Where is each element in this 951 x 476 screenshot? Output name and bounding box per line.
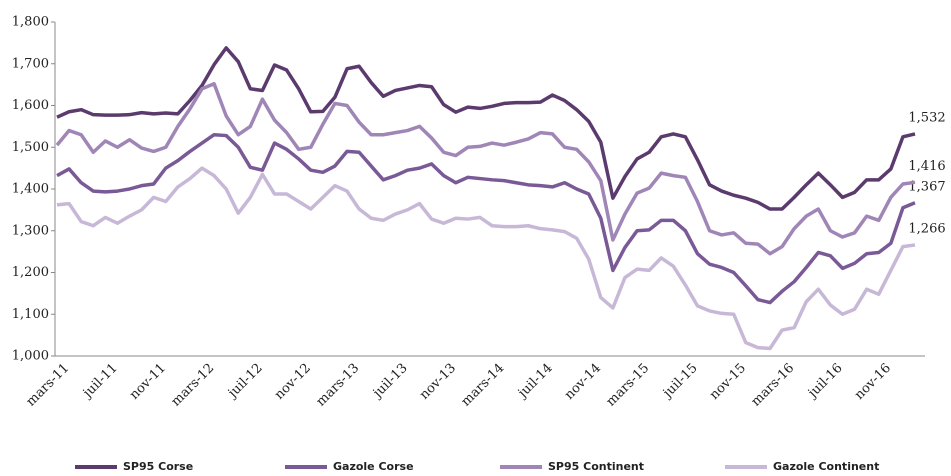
- data-label: 1,532: [908, 110, 945, 125]
- y-tick-label: 1,400: [12, 182, 49, 197]
- x-tick-label: juil-13: [369, 361, 410, 402]
- y-tick-label: 1,700: [12, 56, 49, 71]
- x-tick-label: juil-11: [79, 361, 120, 402]
- y-tick-label: 1,300: [12, 223, 49, 238]
- series-line: [56, 46, 916, 211]
- legend-label: SP95 Corse: [123, 460, 193, 473]
- x-tick-label: juil-12: [224, 361, 265, 402]
- x-tick-label: nov-14: [562, 361, 604, 403]
- x-tick-label: mars-16: [749, 361, 798, 410]
- x-tick-label: mars-13: [314, 361, 363, 410]
- x-tick-label: mars-12: [169, 361, 218, 410]
- x-tick-label: nov-13: [417, 361, 459, 403]
- x-tick-label: nov-11: [127, 361, 169, 403]
- y-tick-label: 1,500: [12, 140, 49, 155]
- data-label: 1,266: [908, 221, 945, 236]
- x-tick-label: juil-16: [804, 361, 845, 402]
- y-tick-label: 1,200: [12, 265, 49, 280]
- y-tick-label: 1,600: [12, 98, 49, 113]
- x-tick-label: juil-14: [514, 361, 555, 402]
- legend-label: SP95 Continent: [548, 460, 644, 473]
- x-tick-label: nov-15: [707, 361, 749, 403]
- x-tick-label: nov-12: [272, 361, 314, 403]
- data-label: 1,367: [908, 179, 945, 194]
- y-tick-label: 1,100: [12, 307, 49, 322]
- x-tick-label: nov-16: [852, 361, 894, 403]
- series-line: [56, 132, 916, 305]
- legend-label: Gazole Continent: [773, 460, 879, 473]
- legend-label: Gazole Corse: [333, 460, 414, 473]
- x-tick-label: mars-15: [604, 361, 653, 410]
- data-label: 1,416: [908, 159, 945, 174]
- x-tick-label: mars-14: [459, 361, 508, 410]
- y-tick-label: 1,000: [12, 349, 49, 364]
- x-tick-label: juil-15: [659, 361, 700, 402]
- series-line: [56, 166, 916, 351]
- y-tick-label: 1,800: [12, 15, 49, 30]
- series-line: [55, 82, 916, 256]
- x-tick-label: mars-11: [24, 361, 73, 410]
